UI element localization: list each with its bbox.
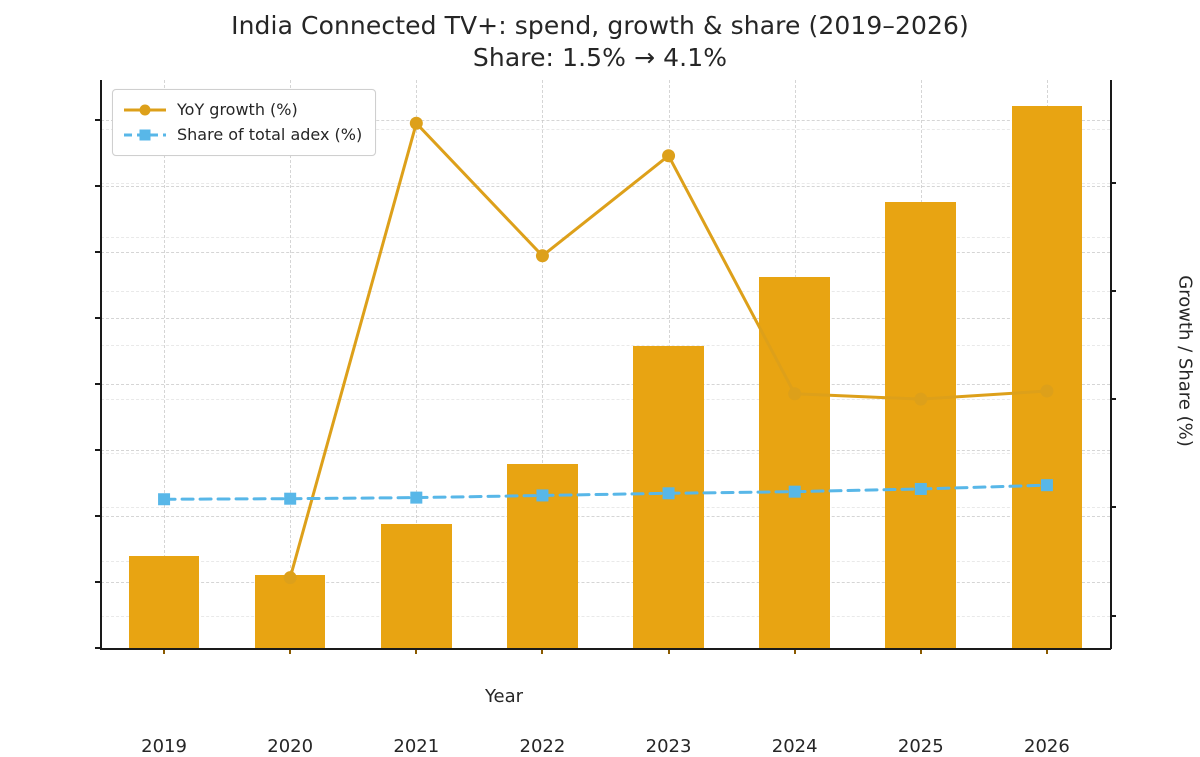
gridline-horizontal [101,185,1110,187]
marker-share-2022[interactable] [536,489,549,502]
line-series-overlay [158,116,1054,585]
gridline-horizontal-minor [101,453,1110,455]
marker-growth-2025[interactable] [914,392,928,406]
gridline-horizontal [101,449,1110,451]
tick-right [1110,289,1116,292]
gridline-horizontal-minor [101,561,1110,563]
legend-item-growth[interactable]: YoY growth (%) [123,97,362,122]
marker-growth-2026[interactable] [1040,384,1054,398]
tick-left [95,514,101,517]
tick-right [1110,181,1116,184]
bar-2026[interactable] [1011,106,1083,648]
marker-share-2020[interactable] [284,492,297,505]
marker-growth-2023[interactable] [662,149,676,163]
x-axis-tick-label-2022: 2022 [519,736,566,757]
chart-subtitle: Share: 1.5% → 4.1% [472,43,728,72]
x-axis-tick-label-2019: 2019 [141,736,187,757]
line-growth [288,121,1049,580]
gridline-horizontal [101,515,1110,517]
gridline-vertical [164,80,166,648]
gridline-horizontal-minor [101,182,1110,184]
x-axis-tick-label-2026: 2026 [1024,736,1070,757]
tick-bottom [667,648,670,654]
marker-growth-2024[interactable] [788,387,802,401]
gridline-horizontal [101,119,1110,121]
tick-bottom [1045,648,1048,654]
gridline-horizontal [101,383,1110,385]
marker-share-2024[interactable] [788,485,801,498]
legend-label-growth: YoY growth (%) [177,100,298,119]
marker-share-2019[interactable] [158,493,171,506]
axis-spine-left [100,80,102,649]
chart-title-block: India Connected TV+: spend, growth & sha… [0,10,1200,74]
tick-right [1110,398,1116,401]
marker-growth-2021[interactable] [409,116,423,130]
bar-2025[interactable] [885,202,957,648]
gridline-horizontal-minor [101,236,1110,238]
x-axis-tick-label-2021: 2021 [393,736,440,757]
gridline-horizontal [101,581,1110,583]
legend-item-share[interactable]: Share of total adex (%) [123,122,362,147]
marker-share-2025[interactable] [914,482,927,495]
axis-spine-bottom [100,648,1111,650]
x-axis-tick-label-2023: 2023 [645,736,692,757]
gridline-horizontal-minor [101,345,1110,347]
gridline-horizontal-minor [101,128,1110,130]
marker-growth-2020[interactable] [283,571,297,585]
tick-bottom [919,648,922,654]
tick-bottom [415,648,418,654]
x-axis-title: Year [484,686,524,707]
chart-figure: India Connected TV+: spend, growth & sha… [0,10,1200,757]
bar-2021[interactable] [380,523,452,648]
x-axis-tick-label-2024: 2024 [771,736,818,757]
x-axis-tick-label-2020: 2020 [267,736,314,757]
marker-share-2023[interactable] [662,487,675,500]
tick-left [95,118,101,121]
tick-right [1110,614,1116,617]
marker-growth-2022[interactable] [535,249,549,263]
tick-left [95,382,101,385]
tick-left [95,448,101,451]
bar-2020[interactable] [254,575,326,648]
legend-swatch-share [123,126,167,144]
tick-left [95,184,101,187]
axis-spine-right [1110,80,1112,649]
gridline-horizontal-minor [101,290,1110,292]
gridline-horizontal-minor [101,399,1110,401]
tick-right [1110,506,1116,509]
line-share [162,483,1049,501]
gridline-horizontal-minor [101,507,1110,509]
gridline-vertical [290,80,292,648]
legend-label-share: Share of total adex (%) [177,125,363,144]
x-axis-tick-label-2025: 2025 [897,736,944,757]
tick-left [95,316,101,319]
tick-left [95,250,101,253]
gridline-horizontal [101,251,1110,253]
legend-swatch-growth [123,101,167,119]
plot-area: 010002000300040005000600070008000−200204… [95,80,1116,757]
gridline-horizontal-minor [101,615,1110,617]
tick-bottom [541,648,544,654]
bar-2019[interactable] [128,555,200,648]
gridline-vertical [542,80,544,648]
chart-legend[interactable]: YoY growth (%) Share of total adex (%) [112,89,377,156]
tick-bottom [289,648,292,654]
y-axis-right-title: Growth / Share (%) [1174,274,1196,447]
chart-title: India Connected TV+: spend, growth & sha… [231,11,969,40]
bar-2024[interactable] [759,277,830,648]
marker-share-2026[interactable] [1040,479,1053,492]
gridline-horizontal [101,317,1110,319]
gridline-vertical [416,80,418,648]
marker-share-2021[interactable] [410,491,423,504]
tick-left [95,580,101,583]
tick-left [95,647,101,649]
tick-bottom [793,648,796,654]
tick-bottom [163,648,166,654]
